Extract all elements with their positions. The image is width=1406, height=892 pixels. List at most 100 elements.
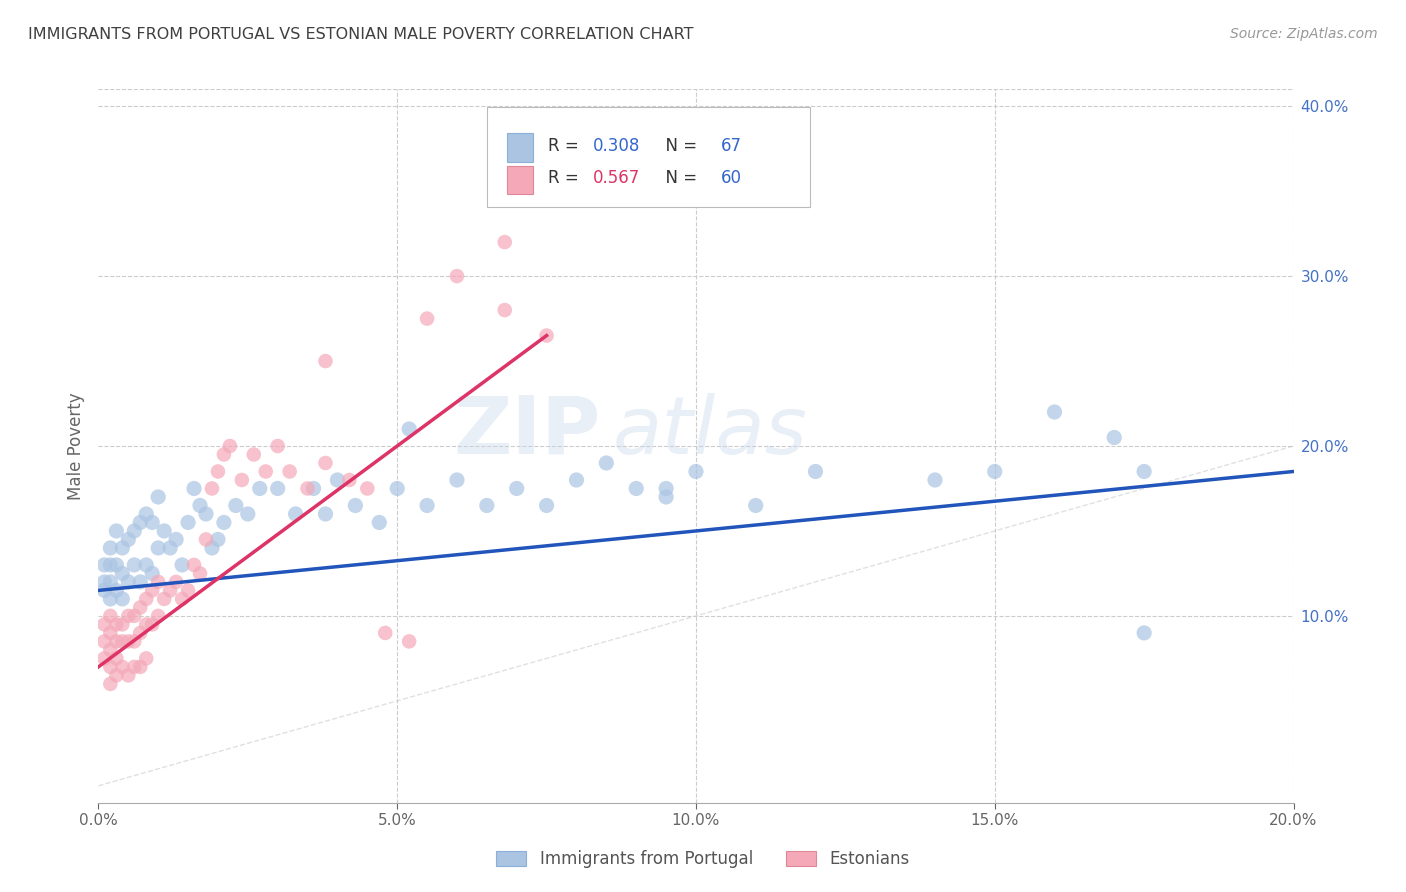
Point [165, 533, 187, 547]
Point [93, 574, 115, 589]
Point [804, 465, 827, 479]
Point [124, 660, 146, 674]
Point [105, 617, 128, 632]
Point [111, 660, 134, 674]
Point [117, 668, 139, 682]
Point [117, 634, 139, 648]
Point [1043, 405, 1066, 419]
Point [100, 574, 122, 589]
Y-axis label: Male Poverty: Male Poverty [67, 392, 86, 500]
Point [1133, 465, 1156, 479]
Point [100, 541, 122, 555]
Point [93, 583, 115, 598]
Point [153, 524, 176, 538]
Point [135, 591, 157, 606]
Point [129, 626, 152, 640]
Point [212, 516, 235, 530]
Point [141, 583, 163, 598]
Point [135, 617, 157, 632]
Point [475, 499, 498, 513]
Point [93, 634, 115, 648]
Point [655, 490, 678, 504]
Point [100, 660, 122, 674]
Point [105, 668, 128, 682]
Point [315, 354, 337, 368]
Point [100, 643, 122, 657]
Point [111, 591, 134, 606]
Point [105, 634, 128, 648]
Point [93, 558, 115, 572]
Point [124, 608, 146, 623]
Point [655, 482, 678, 496]
Text: IMMIGRANTS FROM PORTUGAL VS ESTONIAN MALE POVERTY CORRELATION CHART: IMMIGRANTS FROM PORTUGAL VS ESTONIAN MAL… [28, 27, 693, 42]
Point [446, 473, 468, 487]
Point [201, 541, 224, 555]
Text: Source: ZipAtlas.com: Source: ZipAtlas.com [1230, 27, 1378, 41]
FancyBboxPatch shape [486, 107, 810, 207]
Point [398, 422, 420, 436]
Point [111, 617, 134, 632]
Point [148, 490, 170, 504]
Point [100, 626, 122, 640]
Point [124, 524, 146, 538]
Point [315, 456, 337, 470]
Point [326, 473, 349, 487]
Text: 0.308: 0.308 [593, 136, 641, 155]
Point [117, 533, 139, 547]
Point [595, 456, 617, 470]
Point [111, 634, 134, 648]
Point [135, 558, 157, 572]
Point [385, 482, 409, 496]
Point [100, 677, 122, 691]
Point [745, 499, 768, 513]
Point [148, 541, 170, 555]
Point [344, 499, 367, 513]
Bar [508, 134, 533, 162]
Point [135, 651, 157, 665]
Text: atlas: atlas [613, 392, 807, 471]
Point [416, 499, 439, 513]
Point [183, 482, 205, 496]
Point [129, 600, 152, 615]
Point [105, 524, 128, 538]
Point [267, 439, 290, 453]
Text: 67: 67 [721, 136, 742, 155]
Point [315, 507, 337, 521]
Point [236, 507, 259, 521]
Point [506, 482, 529, 496]
Point [124, 634, 146, 648]
Point [297, 482, 319, 496]
Point [100, 591, 122, 606]
Point [536, 328, 558, 343]
Text: 60: 60 [721, 169, 742, 187]
Point [243, 448, 266, 462]
Point [356, 482, 378, 496]
Point [1104, 430, 1126, 444]
Point [398, 634, 420, 648]
Point [565, 473, 588, 487]
Point [207, 533, 229, 547]
Point [924, 473, 946, 487]
Point [201, 482, 224, 496]
Point [177, 516, 200, 530]
Point [984, 465, 1007, 479]
Point [188, 566, 211, 581]
Point [212, 448, 235, 462]
Point [105, 583, 128, 598]
Point [254, 465, 277, 479]
Bar [508, 166, 533, 194]
Point [183, 558, 205, 572]
Point [111, 566, 134, 581]
Point [159, 583, 181, 598]
Text: R =: R = [548, 169, 583, 187]
Point [207, 465, 229, 479]
Point [129, 660, 152, 674]
Point [219, 439, 242, 453]
Point [446, 269, 468, 284]
Legend: Immigrants from Portugal, Estonians: Immigrants from Portugal, Estonians [489, 844, 917, 875]
Point [117, 608, 139, 623]
Point [284, 507, 307, 521]
Point [494, 235, 516, 249]
Point [148, 608, 170, 623]
Point [159, 541, 181, 555]
